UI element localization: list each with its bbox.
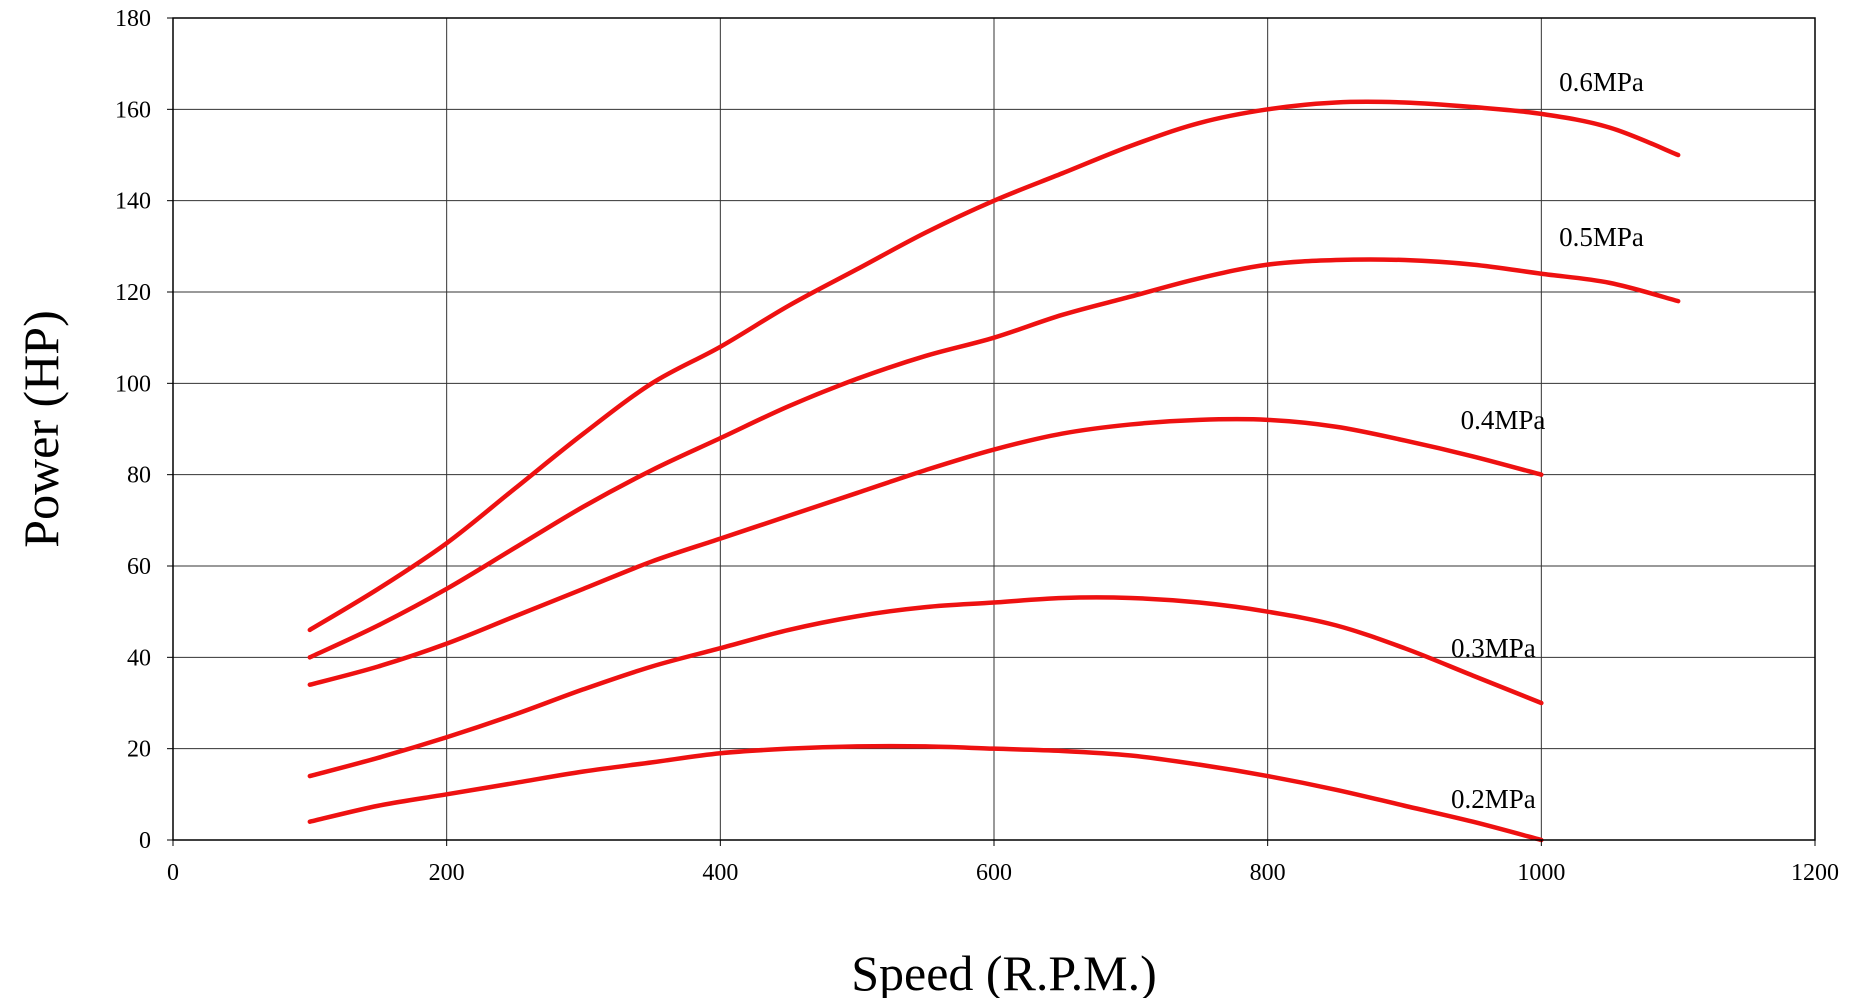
y-axis-title: Power (HP) [13,310,69,547]
series-line-0-3mpa [307,595,1544,779]
x-tick-label: 1000 [1517,860,1565,886]
y-tick-labels: 0 20 40 60 80 100 120 140 160 180 [115,6,173,854]
series-line-0-4mpa [307,416,1544,687]
series-label: 0.6MPa [1559,67,1644,97]
series-label: 0.5MPa [1559,222,1644,252]
y-tick-label: 20 [127,737,151,763]
x-tick-label: 0 [167,860,179,886]
y-tick-label: 120 [115,280,151,306]
y-tick-label: 40 [127,645,151,671]
x-tick-label: 800 [1250,860,1286,886]
x-tick-label: 200 [429,860,465,886]
series-line-0-5mpa [307,257,1681,660]
y-tick-label: 160 [115,97,151,123]
y-tick-label: 100 [115,371,151,397]
x-axis-title: Speed (R.P.M.) [851,945,1157,998]
series-labels: 0.6MPa 0.5MPa 0.4MPa 0.3MPa 0.2MPa [1451,67,1644,814]
y-tick-label: 180 [115,6,151,32]
y-tick-label: 140 [115,189,151,215]
x-tick-label: 1200 [1791,860,1839,886]
y-tick-label: 80 [127,463,151,489]
y-tick-label: 60 [127,554,151,580]
series-label: 0.4MPa [1461,405,1546,435]
series-line-0-2mpa [307,743,1544,843]
grid-lines [173,18,1815,840]
series-label: 0.3MPa [1451,633,1536,663]
series-label: 0.2MPa [1451,784,1536,814]
series-lines [307,99,1681,843]
x-tick-labels: 0 200 400 600 800 1000 1200 [167,840,1839,886]
x-tick-label: 600 [976,860,1012,886]
y-tick-label: 0 [139,828,151,854]
x-tick-label: 400 [702,860,738,886]
series-line-0-6mpa [307,99,1681,633]
